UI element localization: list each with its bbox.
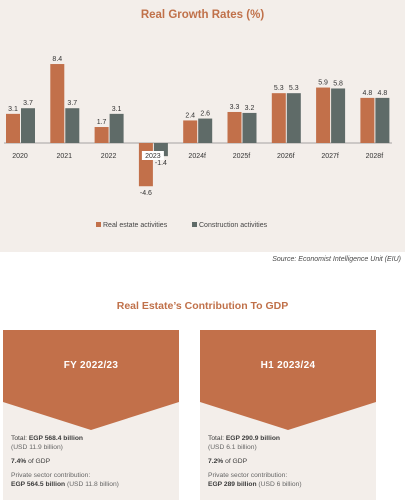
data-label: 3.3 — [230, 104, 240, 111]
gdp-card-fy: FY 2022/23 Total: EGP 568.4 billion (USD… — [3, 330, 179, 500]
data-label: 8.4 — [52, 56, 62, 63]
card-arrow — [200, 402, 376, 430]
data-label: 3.7 — [23, 100, 33, 107]
construction-bar — [21, 108, 35, 143]
gdp-card-h1: H1 2023/24 Total: EGP 290.9 billion (USD… — [200, 330, 376, 500]
chart-source: Source: Economist Intelligence Unit (EIU… — [272, 256, 401, 263]
data-label: 2.6 — [200, 111, 210, 118]
gdp-share-value: 7.4% — [11, 458, 27, 465]
real-estate-bar — [271, 93, 286, 143]
data-label: 4.8 — [378, 90, 388, 97]
gdp-share-suffix: of GDP — [26, 458, 51, 465]
x-tick-label: 2022 — [101, 153, 117, 160]
real-estate-bar — [183, 120, 198, 143]
data-label: -1.4 — [155, 160, 167, 167]
construction-bar — [242, 112, 257, 143]
x-tick-label: 2025f — [233, 153, 251, 160]
data-label: 1.7 — [97, 119, 107, 126]
data-label: -4.6 — [140, 190, 152, 197]
data-label: 3.1 — [8, 106, 18, 113]
gdp-section-title: Real Estate’s Contribution To GDP — [116, 300, 289, 312]
construction-bar — [286, 93, 301, 143]
total-value: EGP 290.9 billion — [225, 435, 280, 442]
x-tick-label: 2023 — [145, 153, 161, 160]
private-label: Private sector contribution: — [208, 472, 288, 479]
data-label: 5.8 — [333, 80, 343, 87]
total-usd: (USD 11.9 billion) — [11, 444, 63, 451]
real-estate-bar — [94, 127, 109, 143]
x-tick-label: 2024f — [188, 153, 206, 160]
card-arrow — [3, 402, 179, 430]
gdp-share-value: 7.2% — [208, 458, 224, 465]
construction-bar — [198, 118, 213, 143]
construction-legend-swatch — [192, 222, 197, 227]
legend-label: Real estate activities — [103, 222, 168, 229]
real-estate-bar — [6, 113, 20, 143]
total-value: EGP 568.4 billion — [28, 435, 83, 442]
construction-bar — [109, 113, 124, 143]
real-estate-legend-swatch — [96, 222, 101, 227]
private-value: EGP 289 billion — [208, 481, 257, 488]
real-estate-bar — [50, 64, 65, 143]
total-prefix: Total: — [208, 435, 226, 442]
data-label: 3.1 — [112, 106, 122, 113]
chart-title: Real Growth Rates (%) — [140, 9, 265, 21]
card-header: H1 2023/24 — [200, 330, 376, 402]
gdp-share-suffix: of GDP — [223, 458, 248, 465]
construction-bar — [65, 108, 80, 143]
legend-label: Construction activities — [199, 222, 268, 229]
x-tick-label: 2028f — [366, 153, 384, 160]
construction-bar — [331, 88, 346, 143]
x-tick-label: 2021 — [57, 153, 73, 160]
construction-bar — [375, 97, 390, 143]
growth-bar-chart: 3.13.720208.43.720211.73.12022-4.6-1.420… — [4, 56, 392, 229]
category-label-box — [141, 151, 164, 160]
x-tick-label: 2027f — [321, 153, 339, 160]
private-label: Private sector contribution: — [11, 472, 91, 479]
data-label: 5.9 — [318, 80, 328, 87]
card-period-label: FY 2022/23 — [63, 360, 119, 371]
x-tick-label: 2020 — [12, 153, 28, 160]
card-period-label: H1 2023/24 — [260, 360, 316, 371]
card-body: Total: EGP 568.4 billion (USD 11.9 billi… — [11, 434, 177, 489]
real-estate-bar — [138, 143, 153, 187]
private-usd: (USD 6 billion) — [256, 481, 302, 488]
real-estate-bar — [360, 97, 375, 143]
card-header: FY 2022/23 — [3, 330, 179, 402]
data-label: 5.3 — [289, 85, 299, 92]
total-prefix: Total: — [11, 435, 29, 442]
x-tick-label: 2026f — [277, 153, 295, 160]
private-usd: (USD 11.8 billion) — [65, 481, 119, 488]
private-value: EGP 564.5 billion — [11, 481, 66, 488]
total-usd: (USD 6.1 billion) — [208, 444, 257, 451]
data-label: 3.2 — [245, 105, 255, 112]
real-estate-bar — [316, 87, 331, 143]
growth-chart-panel: Real Growth Rates (%) 3.1 3.7 2020 8.4 3.7 20… — [0, 0, 405, 252]
card-body: Total: EGP 290.9 billion (USD 6.1 billio… — [208, 434, 374, 489]
data-label: 2.4 — [185, 112, 195, 119]
data-label: 3.7 — [67, 100, 77, 107]
real-estate-bar — [227, 111, 242, 143]
data-label: 5.3 — [274, 85, 284, 92]
data-label: 4.8 — [363, 90, 373, 97]
